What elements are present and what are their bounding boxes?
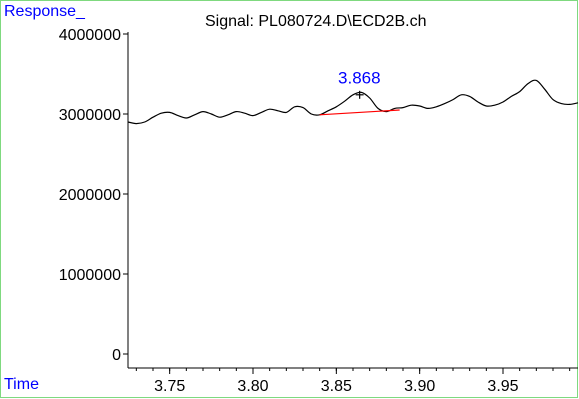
y-tick-label: 3000000 (59, 107, 121, 124)
chart-title: Signal: PL080724.D\ECD2B.ch (205, 13, 427, 30)
x-tick-label: 3.95 (487, 378, 518, 395)
signal-trace (127, 79, 579, 125)
x-tick-label: 3.85 (321, 378, 352, 395)
peak-label: 3.868 (338, 68, 381, 87)
integration-baseline (319, 109, 400, 116)
y-tick-label: 2000000 (59, 187, 121, 204)
y-tick-label: 1000000 (59, 267, 121, 284)
y-axis-label: Response_ (4, 3, 85, 20)
x-tick-label: 3.80 (237, 378, 268, 395)
x-tick-label: 3.75 (154, 378, 185, 395)
x-tick-label: 3.90 (404, 378, 435, 395)
y-tick-label: 4000000 (59, 27, 121, 44)
x-axis-label: Time (4, 376, 39, 393)
y-tick-label: 0 (112, 347, 121, 364)
